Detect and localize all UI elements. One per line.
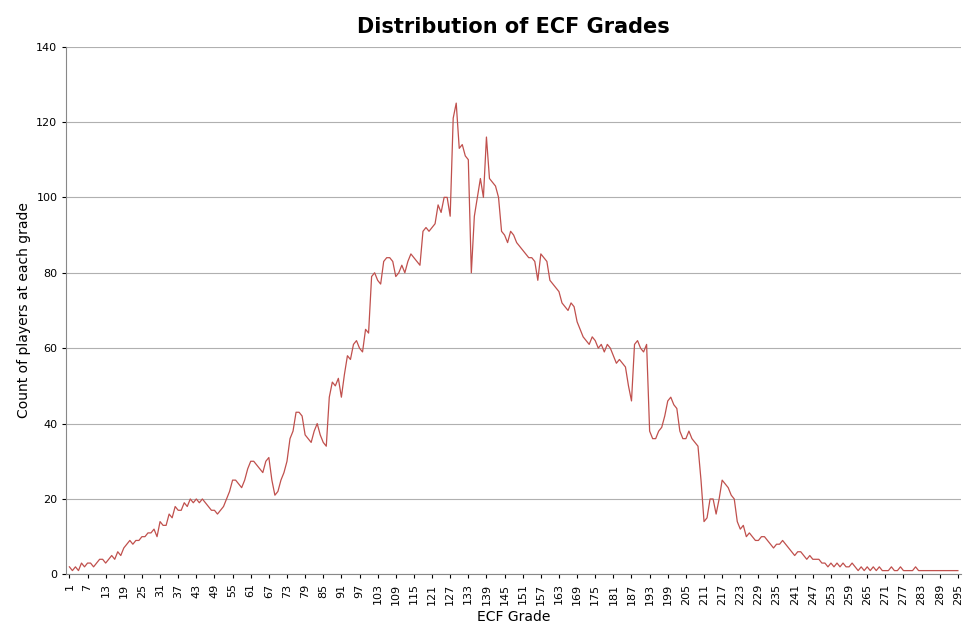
Y-axis label: Count of players at each grade: Count of players at each grade bbox=[17, 203, 30, 419]
X-axis label: ECF Grade: ECF Grade bbox=[477, 610, 551, 624]
Title: Distribution of ECF Grades: Distribution of ECF Grades bbox=[358, 17, 670, 37]
